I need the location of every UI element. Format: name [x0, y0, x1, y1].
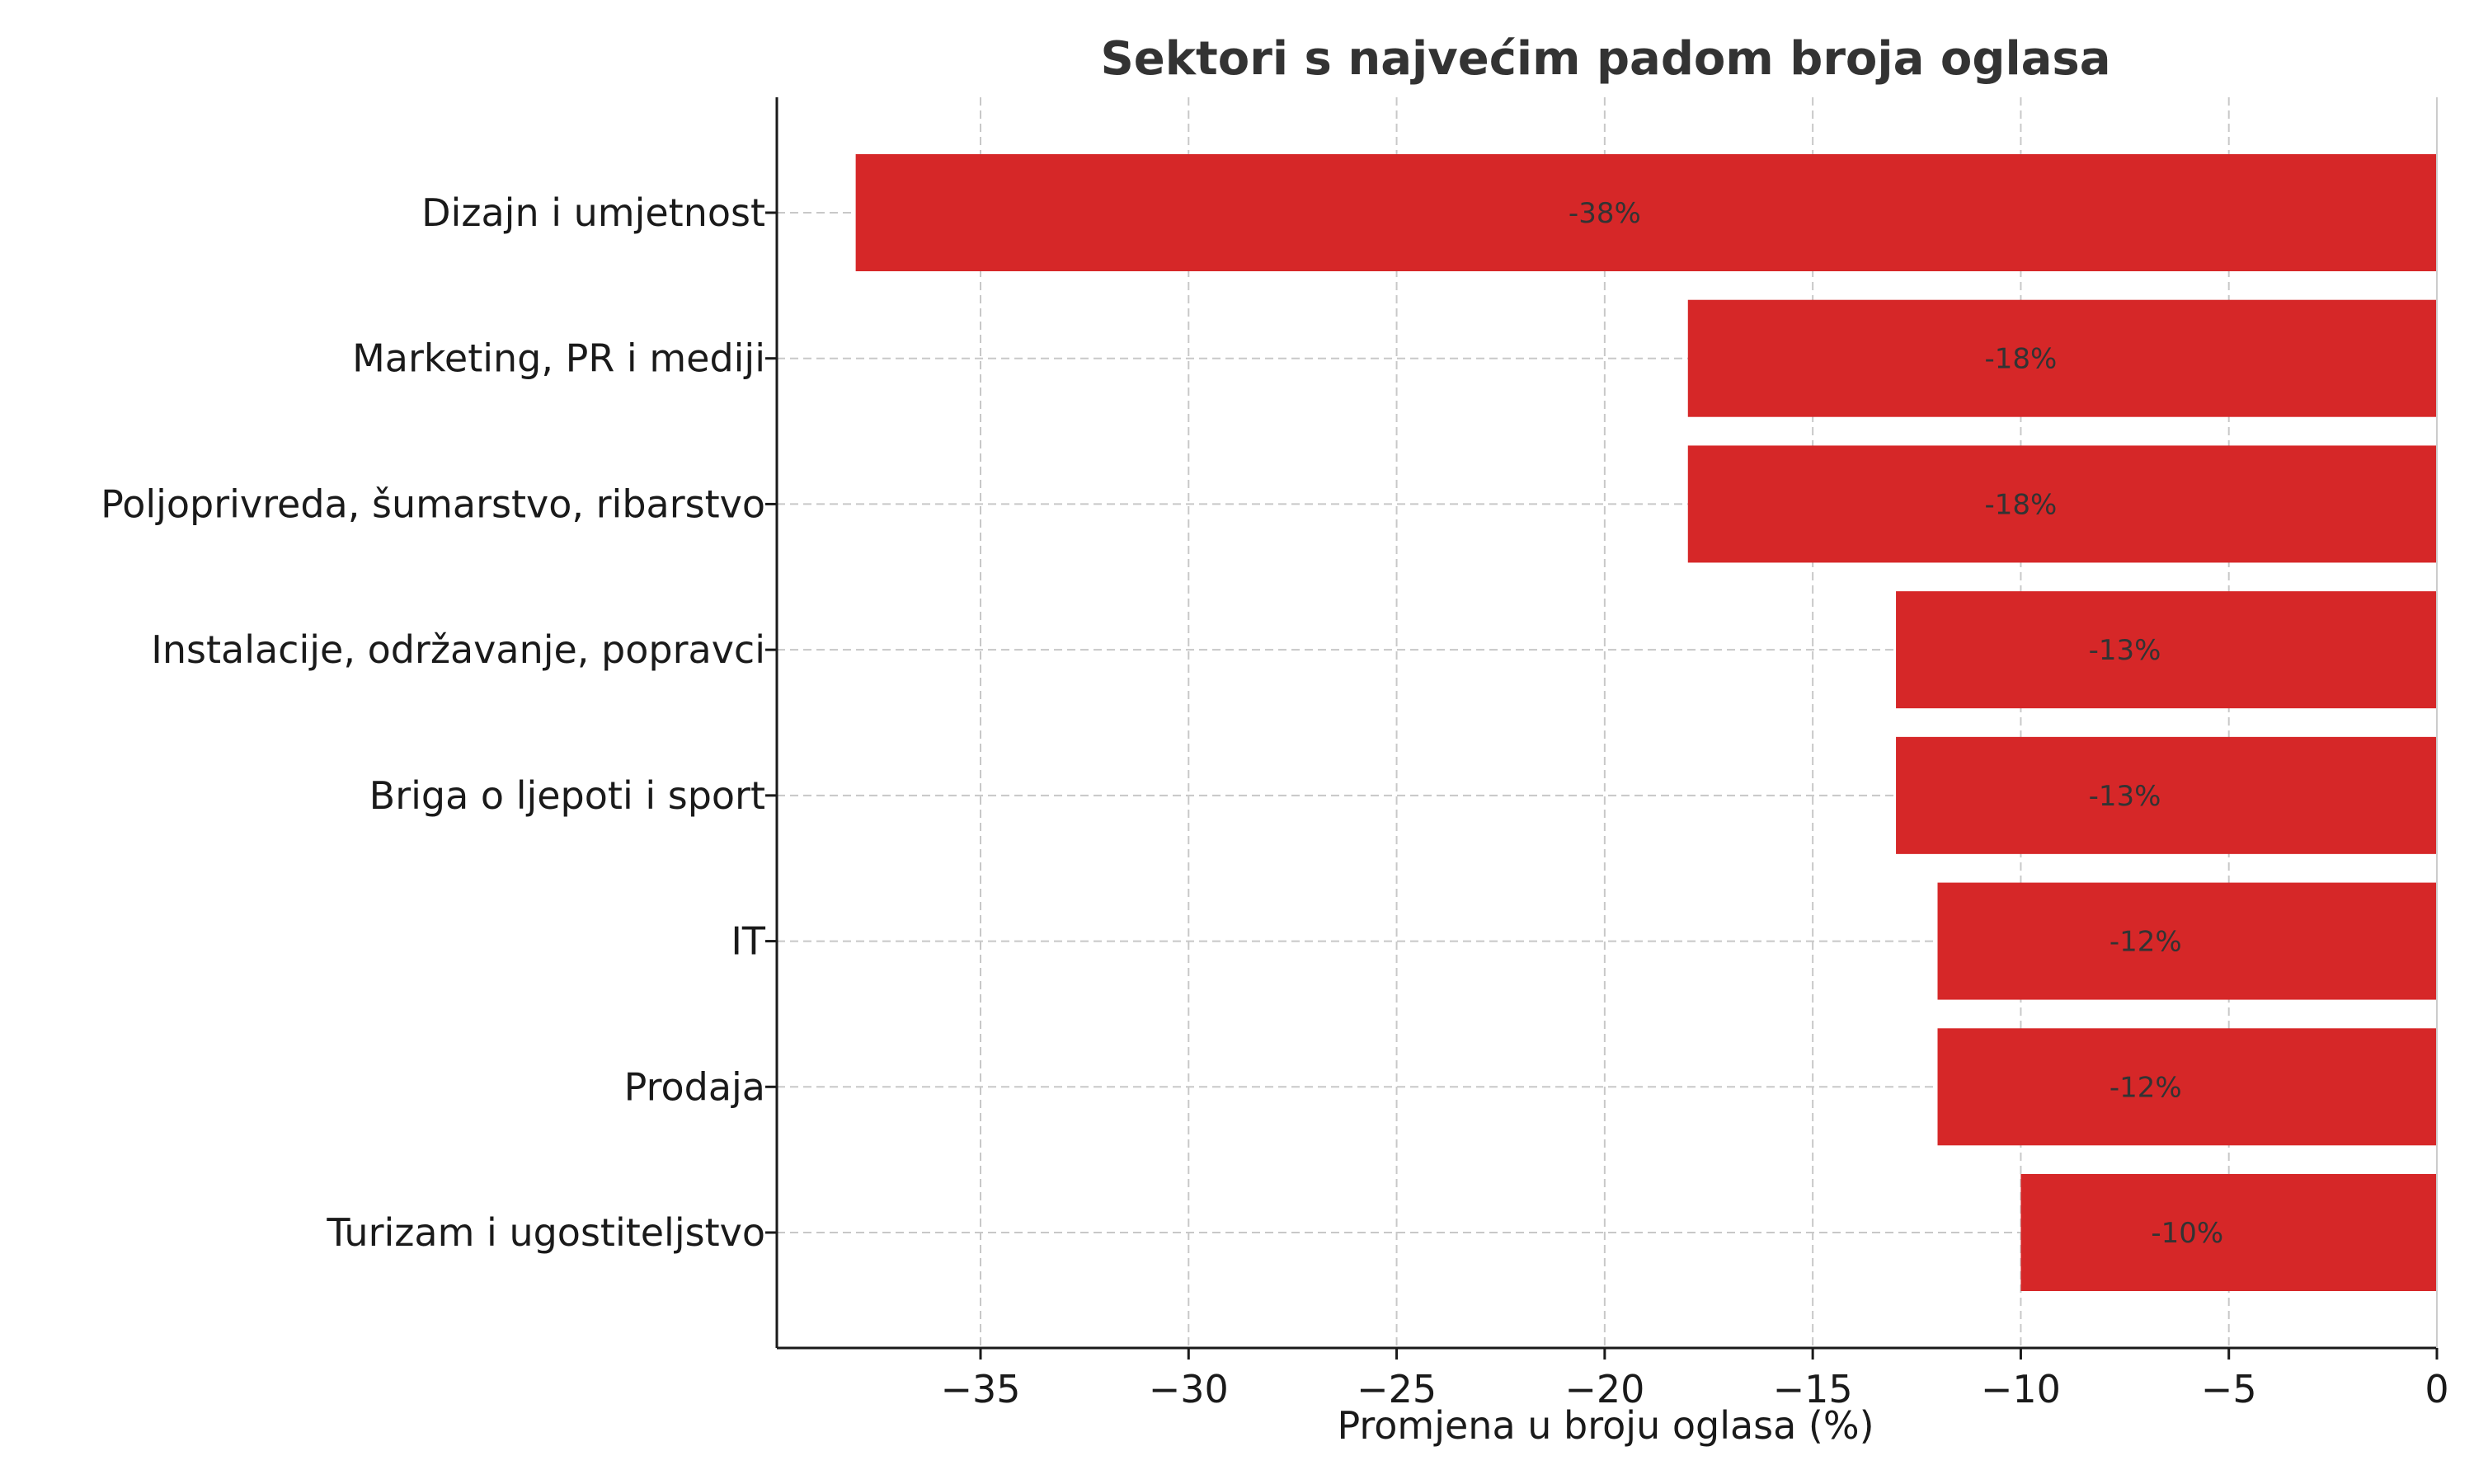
label-layer: Dizajn i umjetnost -38% Marketing, PR i me… — [101, 190, 2449, 1411]
data-label: -18% — [1985, 343, 2058, 376]
chart-title: Sektori s najvećim padom broja oglasa — [1100, 32, 2110, 86]
data-label: -10% — [2151, 1217, 2223, 1250]
x-tick-label: −5 — [2201, 1367, 2257, 1411]
data-label: -12% — [2109, 926, 2182, 959]
bar — [1687, 445, 2437, 563]
x-axis-label: Promjena u broju oglasa (%) — [1337, 1403, 1874, 1448]
axis-layer — [765, 97, 2439, 1360]
category-label: Prodaja — [624, 1064, 765, 1109]
bar — [1937, 1028, 2437, 1146]
x-tick-label: −25 — [1357, 1367, 1437, 1411]
data-label: -18% — [1985, 488, 2058, 521]
category-label: Turizam i ugostiteljstvo — [326, 1210, 765, 1255]
category-label: Poljoprivreda, šumarstvo, ribarstvo — [101, 481, 765, 526]
data-label: -13% — [2089, 634, 2161, 667]
bar — [2020, 1174, 2437, 1291]
data-label: -38% — [1569, 197, 1641, 230]
bar — [1896, 591, 2437, 709]
data-label: -13% — [2089, 780, 2161, 813]
x-tick-label: −30 — [1149, 1367, 1229, 1411]
bar — [855, 154, 2437, 271]
x-tick-label: 0 — [2425, 1367, 2448, 1411]
grid-layer — [777, 97, 2438, 1348]
bar — [1896, 736, 2437, 854]
x-tick-label: −15 — [1773, 1367, 1853, 1411]
category-label: IT — [731, 919, 766, 964]
x-tick-label: −20 — [1564, 1367, 1644, 1411]
x-tick-label: −35 — [940, 1367, 1020, 1411]
x-tick-label: −10 — [1981, 1367, 2061, 1411]
category-label: Dizajn i umjetnost — [421, 190, 765, 235]
category-label: Instalacije, održavanje, popravci — [151, 627, 765, 672]
category-label: Briga o ljepoti i sport — [369, 773, 765, 818]
data-label: -12% — [2109, 1071, 2182, 1104]
bar — [1937, 882, 2437, 1000]
bar — [1687, 299, 2437, 417]
bar-layer — [855, 154, 2437, 1291]
category-label: Marketing, PR i mediji — [352, 336, 765, 381]
